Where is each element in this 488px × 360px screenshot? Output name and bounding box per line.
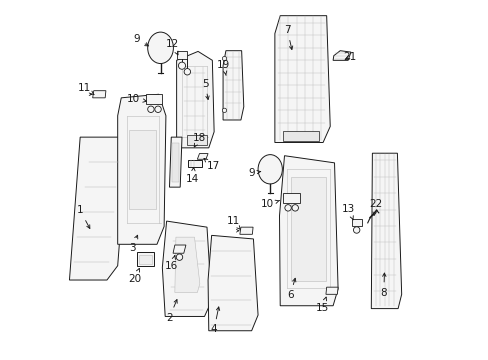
Text: 9: 9 — [248, 168, 260, 178]
Text: 16: 16 — [164, 256, 178, 271]
Polygon shape — [283, 193, 300, 203]
Circle shape — [291, 204, 298, 211]
Text: 2: 2 — [166, 300, 177, 323]
Circle shape — [222, 108, 226, 112]
Polygon shape — [274, 16, 329, 143]
Text: 7: 7 — [284, 25, 292, 49]
Text: 11: 11 — [78, 83, 94, 95]
Polygon shape — [162, 221, 211, 316]
Polygon shape — [118, 94, 165, 244]
Polygon shape — [370, 153, 401, 309]
Text: 22: 22 — [368, 199, 382, 216]
Polygon shape — [69, 137, 124, 280]
Text: 1: 1 — [77, 205, 90, 229]
Text: 4: 4 — [210, 307, 219, 334]
Text: 13: 13 — [342, 204, 355, 220]
Circle shape — [353, 227, 359, 233]
Text: 20: 20 — [128, 269, 141, 284]
Polygon shape — [325, 287, 337, 294]
Text: 9: 9 — [133, 34, 148, 46]
Text: 17: 17 — [203, 158, 219, 171]
Text: 10: 10 — [126, 94, 146, 104]
Text: 21: 21 — [343, 52, 356, 62]
Circle shape — [176, 254, 183, 260]
Text: 6: 6 — [286, 278, 295, 300]
Circle shape — [155, 106, 161, 112]
Polygon shape — [223, 51, 244, 120]
Polygon shape — [136, 252, 154, 266]
Polygon shape — [187, 135, 206, 145]
Circle shape — [184, 68, 190, 75]
Polygon shape — [169, 137, 182, 187]
Circle shape — [222, 57, 226, 61]
Text: 15: 15 — [315, 297, 328, 313]
Ellipse shape — [258, 155, 282, 184]
Polygon shape — [279, 156, 337, 306]
Text: 11: 11 — [226, 216, 240, 229]
Circle shape — [178, 62, 185, 69]
Ellipse shape — [147, 32, 173, 64]
Polygon shape — [176, 51, 214, 148]
Text: 3: 3 — [128, 235, 138, 253]
Text: 8: 8 — [380, 273, 386, 297]
Polygon shape — [176, 51, 187, 59]
Polygon shape — [290, 177, 325, 281]
Polygon shape — [146, 94, 162, 104]
Circle shape — [147, 106, 154, 112]
Polygon shape — [351, 219, 361, 226]
Text: 18: 18 — [192, 133, 206, 147]
Text: 10: 10 — [261, 199, 279, 209]
Polygon shape — [129, 130, 155, 208]
Polygon shape — [283, 131, 318, 141]
Text: 19: 19 — [217, 60, 230, 76]
Polygon shape — [332, 51, 350, 60]
Polygon shape — [207, 235, 258, 331]
Polygon shape — [171, 143, 179, 182]
Polygon shape — [175, 237, 200, 293]
Polygon shape — [197, 154, 207, 159]
Text: 5: 5 — [202, 78, 209, 99]
Polygon shape — [173, 245, 185, 253]
Polygon shape — [139, 255, 152, 264]
Text: 12: 12 — [165, 39, 179, 55]
Text: 14: 14 — [186, 167, 199, 184]
Polygon shape — [188, 159, 202, 167]
Circle shape — [285, 204, 291, 211]
Polygon shape — [240, 227, 253, 234]
Polygon shape — [93, 91, 106, 98]
